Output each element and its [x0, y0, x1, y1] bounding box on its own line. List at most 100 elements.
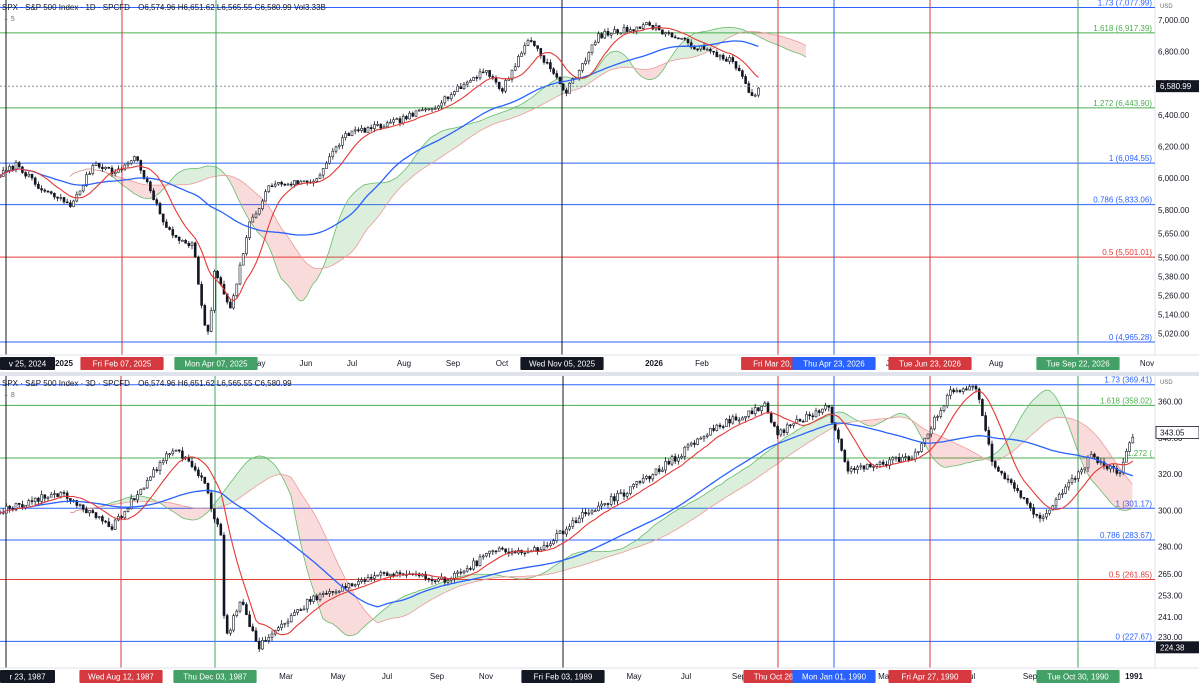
candle-body	[417, 109, 421, 112]
daily-indicator-toggle[interactable]: ⌄ 5	[3, 15, 15, 23]
price-tick-label: 5,260.00	[1158, 291, 1190, 300]
three-day-chart-canvas[interactable]: USD360.00340.00320.00300.00280.00265.002…	[0, 376, 1199, 685]
candle-body	[1067, 482, 1071, 488]
ichimoku-cloud-segment	[191, 507, 195, 521]
ichimoku-cloud-segment	[966, 448, 970, 463]
candle-body	[789, 424, 792, 427]
candle-body	[673, 36, 677, 39]
candle-body	[120, 516, 123, 519]
time-axis-label: Oct	[496, 359, 509, 368]
ichimoku-cloud-segment	[790, 38, 794, 52]
candle-body	[241, 601, 245, 605]
candle-body	[734, 61, 738, 69]
candle-body	[302, 180, 306, 183]
ichimoku-cloud-segment	[470, 122, 474, 138]
ichimoku-cloud-segment	[655, 522, 659, 541]
ichimoku-cloud-segment	[207, 165, 211, 179]
fib-level-label: 1.618 (358.02)	[1100, 396, 1152, 405]
candle-body	[251, 216, 255, 223]
candle-body	[705, 434, 709, 437]
candle-body	[369, 576, 373, 579]
candle-body	[497, 547, 501, 552]
candle-body	[501, 88, 504, 92]
candle-body	[699, 437, 703, 440]
candle-body	[46, 496, 50, 499]
ichimoku-cloud-segment	[479, 119, 483, 132]
candle-body	[155, 469, 159, 472]
candle-body	[321, 592, 325, 595]
candle-body	[757, 407, 760, 412]
date-tag-label: Fri Mar 20, 20	[753, 360, 803, 369]
candle-body	[248, 221, 251, 239]
ichimoku-cloud-segment	[681, 40, 685, 59]
price-tick-label: 5,800.00	[1158, 206, 1190, 215]
candle-body	[587, 52, 591, 62]
candle-body	[715, 424, 719, 431]
candle-body	[283, 183, 287, 186]
ichimoku-cloud-segment	[783, 36, 787, 50]
daily-chart-pane[interactable]: USD7,000.006,800.006,600.006,400.006,200…	[0, 0, 1199, 372]
candle-body	[433, 580, 437, 583]
candle-body	[33, 497, 37, 502]
candle-body	[261, 640, 264, 650]
candle-body	[421, 109, 424, 112]
three-day-indicator-toggle[interactable]: ⌄ 8	[3, 391, 15, 399]
candle-body	[721, 54, 725, 60]
ichimoku-cloud-segment	[217, 496, 221, 508]
ichimoku-cloud-segment	[770, 34, 774, 44]
candle-body	[78, 504, 82, 507]
candle-body	[469, 568, 472, 570]
candle-body	[600, 503, 603, 507]
pane-splitter[interactable]	[0, 372, 1199, 376]
candle-body	[555, 533, 559, 542]
candle-body	[385, 572, 389, 576]
ichimoku-cloud-segment	[370, 183, 374, 226]
ichimoku-cloud-segment	[329, 239, 333, 267]
daily-chart-canvas[interactable]: USD7,000.006,800.006,600.006,400.006,200…	[0, 0, 1199, 372]
candle-body	[37, 184, 40, 189]
ichimoku-cloud-segment	[553, 564, 557, 574]
candle-body	[808, 414, 811, 417]
three-day-chart-pane[interactable]: USD360.00340.00320.00300.00280.00265.002…	[0, 376, 1199, 685]
candle-body	[686, 38, 690, 44]
ichimoku-cloud-segment	[524, 100, 528, 114]
candle-body	[437, 105, 440, 109]
candle-body	[8, 505, 11, 509]
candle-body	[24, 504, 27, 508]
candle-body	[56, 493, 59, 497]
fib-level-label: 0.5 (261.85)	[1109, 570, 1152, 579]
candle-body	[177, 236, 181, 241]
ichimoku-cloud-segment	[210, 504, 214, 509]
candle-body	[30, 173, 34, 179]
candle-body	[405, 116, 408, 120]
ichimoku-cloud-segment	[284, 474, 288, 488]
candle-body	[331, 150, 335, 157]
time-axis-label: Feb	[695, 359, 709, 368]
candle-body	[702, 45, 706, 50]
candle-body	[430, 108, 434, 110]
candle-body	[69, 202, 72, 207]
ichimoku-cloud-segment	[809, 422, 813, 442]
ichimoku-cloud-segment	[706, 30, 710, 53]
date-tag-label: r 23, 1987	[9, 673, 46, 682]
candle-body	[805, 414, 808, 422]
ichimoku-cloud-segment	[722, 27, 726, 42]
ichimoku-cloud-segment	[898, 413, 902, 418]
candle-body	[638, 481, 642, 483]
candle-body	[747, 83, 751, 93]
ichimoku-cloud-segment	[306, 263, 310, 296]
ichimoku-span-b	[69, 31, 807, 270]
ichimoku-cloud-segment	[303, 259, 307, 300]
ichimoku-cloud-segment	[124, 178, 128, 189]
ichimoku-cloud-segment	[790, 433, 794, 455]
ichimoku-cloud-segment	[508, 109, 512, 120]
ichimoku-cloud-segment	[639, 535, 643, 547]
ichimoku-cloud-segment	[662, 517, 666, 538]
candle-body	[853, 468, 856, 471]
candle-body	[43, 494, 47, 499]
ichimoku-cloud-segment	[934, 433, 938, 463]
ichimoku-cloud-segment	[742, 468, 746, 488]
candle-body	[689, 42, 693, 48]
ichimoku-cloud-segment	[802, 425, 806, 447]
candle-body	[59, 197, 63, 199]
